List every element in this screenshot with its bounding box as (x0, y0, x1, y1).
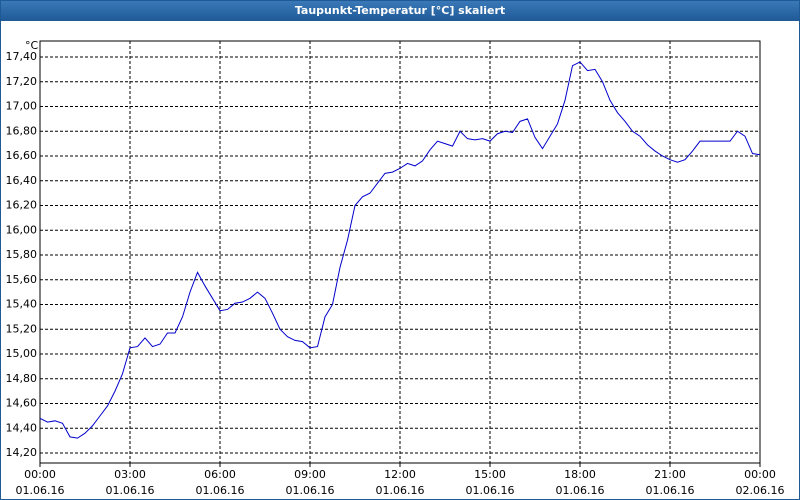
y-tick-label: 17,20 (6, 75, 38, 88)
y-tick-label: 16,20 (6, 199, 38, 212)
x-tick-label: 00:00 (24, 468, 56, 481)
y-tick-label: 17,00 (6, 100, 38, 113)
chart: °C 14,20 14,40 14,60 14,80 15,00 15,20 15,40 15… (6, 39, 785, 497)
y-tick-label: 17,40 (6, 50, 38, 63)
x-tick-label: 21:00 (654, 468, 686, 481)
line (39, 61, 761, 439)
y-tick-label: 15,60 (6, 273, 38, 286)
x-tick-date: 01.06.16 (196, 484, 245, 497)
y-tick-label: 16,60 (6, 149, 38, 162)
y-tick-label: 15,80 (6, 248, 38, 261)
y-tick-label: 15,40 (6, 298, 38, 311)
x-tick-date: 01.06.16 (286, 484, 335, 497)
x-tick-date: 01.06.16 (376, 484, 425, 497)
y-tick-label: 14,20 (6, 446, 38, 459)
y-tick-label: 14,80 (6, 372, 38, 385)
x-tick-label: 09:00 (294, 468, 326, 481)
title-bar: Taupunkt-Temperatur [°C] skaliert (1, 1, 799, 21)
x-tick-label: 06:00 (204, 468, 236, 481)
y-tick-label: 15,00 (6, 347, 38, 360)
y-tick-label: 14,40 (6, 421, 38, 434)
y-tick-label: 16,40 (6, 174, 38, 187)
x-tick-date: 01.06.16 (646, 484, 695, 497)
y-tick-label: 16,80 (6, 124, 38, 137)
x-tick-date: 01.06.16 (106, 484, 155, 497)
x-tick-date: 02.06.16 (736, 484, 785, 497)
x-tick-label: 18:00 (564, 468, 596, 481)
y-tick-label: 15,20 (6, 322, 38, 335)
x-tick-label: 12:00 (384, 468, 416, 481)
y-tick-label: 14,60 (6, 397, 38, 410)
x-tick-date: 01.06.16 (466, 484, 515, 497)
x-tick-label: 00:00 (744, 468, 776, 481)
y-unit: °C (25, 39, 39, 52)
x-tick-label: 03:00 (114, 468, 146, 481)
x-tick-date: 01.06.16 (16, 484, 65, 497)
x-tick-date: 01.06.16 (556, 484, 605, 497)
y-tick-label: 16,00 (6, 223, 38, 236)
x-tick-label: 15:00 (474, 468, 506, 481)
